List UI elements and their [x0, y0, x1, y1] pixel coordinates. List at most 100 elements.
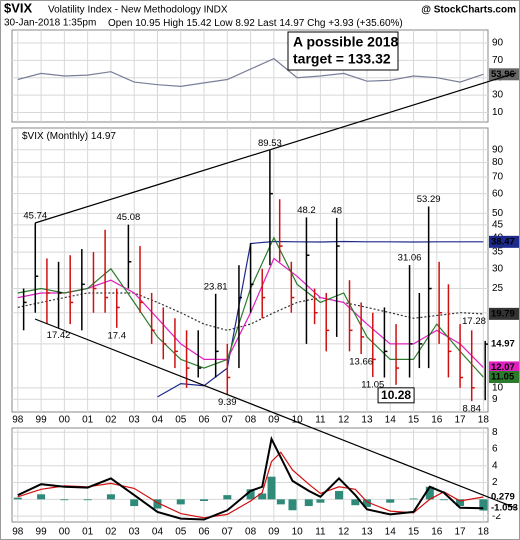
x-tick-label: 03: [129, 527, 141, 538]
ohlc-summary: Open 10.95 High 15.42 Low 8.92 Last 14.9…: [108, 18, 403, 29]
peak-label: 45.08: [116, 212, 140, 223]
histogram-bar: [37, 494, 46, 500]
histogram-bar: [267, 476, 276, 500]
x-tick-label: 05: [175, 415, 187, 426]
histogram-bar: [362, 499, 371, 507]
value: 10.95: [135, 18, 160, 29]
x-tick-label: 00: [59, 415, 71, 426]
x-tick-label: 06: [198, 527, 210, 538]
histogram-bar: [479, 499, 488, 511]
y-tick-label: 90: [492, 38, 504, 49]
value: +3.93 (+35.60%): [328, 18, 403, 29]
x-tick-label: 13: [361, 527, 373, 538]
boxed-label-bg: [377, 387, 415, 404]
trough-label: 17.4: [107, 330, 126, 341]
panel-price: [17, 150, 488, 402]
x-tick-label: 07: [222, 415, 234, 426]
x-tick-label: 01: [82, 415, 94, 426]
trough-label: 8.84: [462, 404, 481, 415]
histogram-bar: [276, 499, 285, 505]
y-tick-label: 70: [492, 172, 504, 183]
plot-layer: 98 99 00 01 02 03 04 05 06 07 08 09 10 11 12 13 14 15 16 17…: [12, 30, 519, 538]
trough-label: 13.66: [349, 357, 373, 368]
panel-macd: [13, 435, 488, 521]
histogram-bar: [60, 499, 69, 501]
y-tick-label: 10: [492, 107, 504, 118]
histogram-bar: [456, 499, 465, 507]
x-tick-label: 16: [431, 415, 443, 426]
y-tick-label: 50: [492, 208, 504, 219]
overlay-line: [17, 292, 484, 331]
annotation-box: [287, 31, 399, 71]
value-tag-bg: [489, 338, 519, 351]
x-tick-label: 00: [59, 527, 71, 538]
y-tick-label: -2: [492, 511, 501, 522]
peak-label: 53.29: [417, 194, 441, 205]
x-tick-label: 02: [105, 415, 117, 426]
y-tick-label: 45: [492, 219, 504, 230]
label: High: [163, 18, 184, 29]
brand: @ StockCharts.com: [421, 5, 516, 16]
histogram-bar: [335, 490, 344, 500]
value-tag: 14.97: [491, 339, 515, 350]
x-tick-label: 01: [82, 527, 94, 538]
histogram-bar: [351, 499, 360, 506]
y-tick-label: 10: [492, 382, 504, 393]
x-tick-label: 18: [478, 527, 490, 538]
instrument-name: Volatility Index - New Methodology INDX: [48, 5, 228, 16]
trough-label: 9.39: [218, 397, 237, 408]
boxed-label: 10.28: [381, 388, 411, 402]
value-tag: 0.279: [491, 492, 515, 503]
peak-label: 89.53: [258, 138, 282, 149]
y-tick-label: 60: [492, 188, 504, 199]
value-tag-bg: [489, 307, 519, 320]
peak-label: 17.28: [462, 316, 486, 327]
legend-value: 14.97: [91, 131, 116, 142]
x-tick-label: 09: [268, 415, 280, 426]
value-tag-bg: [489, 371, 519, 384]
lower-trendline: [34, 318, 517, 509]
legend-name: $VIX (Monthly): [22, 131, 88, 142]
histogram-bar: [425, 486, 434, 500]
y-tick-label: 4: [492, 460, 498, 471]
x-tick-label: 04: [152, 415, 164, 426]
x-tick-label: 98: [12, 527, 24, 538]
y-tick-label: 9: [492, 394, 498, 405]
histogram-bar: [200, 499, 209, 502]
y-tick-label: 30: [492, 90, 504, 101]
macd-panel: [11, 427, 489, 523]
histogram-bar: [288, 499, 297, 511]
x-tick-label: 08: [245, 527, 257, 538]
x-tick-label: 02: [105, 527, 117, 538]
x-tick-label: 99: [36, 527, 48, 538]
histogram-bar: [258, 493, 267, 500]
x-tick-label: 14: [385, 415, 397, 426]
y-tick-label: 30: [492, 263, 504, 274]
value: 8.92: [235, 18, 255, 29]
histogram-bar: [13, 497, 22, 500]
x-tick-label: 09: [268, 527, 280, 538]
macd-line: [17, 435, 484, 521]
x-tick-label: 04: [152, 527, 164, 538]
x-tick-label: 17: [455, 415, 467, 426]
histogram-bar: [223, 495, 232, 500]
histogram-bar: [130, 499, 139, 507]
x-tick-label: 16: [431, 527, 443, 538]
peak-label: 48.2: [297, 205, 316, 216]
x-tick-label: 17: [455, 527, 467, 538]
x-tick-label: 14: [385, 527, 397, 538]
peak-label: 23.81: [204, 281, 228, 292]
value-tag: 12.07: [491, 362, 515, 373]
peak-label: 45.74: [23, 211, 47, 222]
date: 30-Jan-2018 1:35pm: [4, 18, 96, 29]
value-tag: 38.47: [491, 236, 515, 247]
x-tick-label: 99: [36, 415, 48, 426]
x-tick-label: 12: [338, 415, 350, 426]
value: 14.97: [279, 18, 304, 29]
peak-label: 48: [331, 205, 342, 216]
y-tick-label: 25: [492, 283, 504, 294]
histogram-bar: [386, 499, 395, 503]
value-tag-bg: [489, 68, 519, 81]
histogram-bar: [83, 499, 92, 501]
